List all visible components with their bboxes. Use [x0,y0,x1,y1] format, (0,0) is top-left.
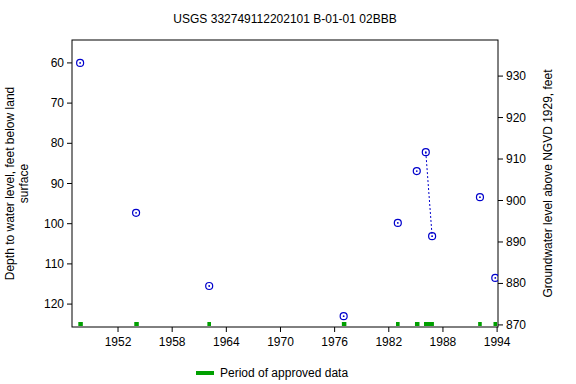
chart: USGS 332749112202101 B-01-01 02BBB 1952 19… [0,0,576,384]
y-tick [67,103,72,104]
approved-period [134,322,139,326]
x-tick-label: 1994 [484,335,511,349]
y2-tick [498,159,503,160]
y2-tick [498,200,503,201]
marker-dot [397,222,399,224]
approved-period [342,322,347,326]
y2-tick [498,117,503,118]
x-tick [226,327,227,332]
plot-frame [72,40,498,327]
y-tick [67,223,72,224]
x-tick-label: 1976 [321,335,348,349]
approved-period [396,322,400,326]
y-tick [67,183,72,184]
legend-label: Period of approved data [220,366,348,380]
marker-ring [422,149,429,156]
series-line [426,152,432,236]
marker-dot [343,315,345,317]
plot-data [77,59,498,326]
data-point [492,274,498,281]
y-tick-label: 90 [51,177,65,191]
x-tick-label: 1958 [159,335,186,349]
approved-period [493,322,497,326]
marker-dot [208,285,210,287]
marker-dot [425,151,427,153]
x-tick [118,327,119,332]
x-tick-label: 1970 [267,335,294,349]
data-point [394,219,401,226]
y2-axis-label: Groundwater level above NGVD 1929, feet [541,69,555,298]
data-point [476,194,483,201]
y-tick-label: 80 [51,136,65,150]
approved-period [424,322,434,326]
data-point [133,209,140,216]
y-tick-label: 60 [51,56,65,70]
marker-dot [479,196,481,198]
y2-tick-label: 880 [506,276,526,290]
marker-ring [340,313,347,320]
y-axis-label: surface [17,164,31,204]
data-point [340,313,347,320]
y2-tick [498,283,503,284]
y-tick [67,304,72,305]
x-tick [280,327,281,332]
y2-tick-label: 910 [506,152,526,166]
x-tick-label: 1964 [213,335,240,349]
y-tick [67,143,72,144]
marker-ring [133,209,140,216]
y-axis-label: Depth to water level, feet below land [3,87,17,280]
y-tick [67,62,72,63]
y-tick-label: 100 [44,217,64,231]
x-tick-label: 1952 [105,335,132,349]
marker-dot [494,277,496,279]
data-point [413,168,420,175]
marker-ring [77,59,84,66]
title: USGS 332749112202101 B-01-01 02BBB [173,12,396,26]
y2-tick [498,324,503,325]
marker-dot [135,212,137,214]
y2-tick-label: 890 [506,235,526,249]
approved-period [478,322,482,326]
y2-tick [498,241,503,242]
marker-dot [79,62,81,64]
approved-period [207,322,211,326]
marker-ring [206,283,213,290]
y-tick [67,263,72,264]
y-tick-label: 110 [45,257,64,271]
data-point [206,283,213,290]
x-tick-label: 1982 [375,335,402,349]
y2-tick-label: 870 [506,318,526,332]
marker-ring [492,274,498,281]
data-point [429,233,436,240]
data-point [77,59,84,66]
y2-tick-label: 930 [506,69,526,83]
y-tick-label: 120 [44,297,64,311]
marker-ring [429,233,436,240]
marker-dot [431,235,433,237]
y-tick-label: 70 [51,96,65,110]
x-tick [334,327,335,332]
approved-period [415,322,420,326]
x-tick [442,327,443,332]
y2-tick [498,76,503,77]
marker-ring [413,168,420,175]
marker-dot [416,170,418,172]
marker-ring [394,219,401,226]
x-tick-label: 1988 [430,335,457,349]
legend-swatch [196,371,214,375]
approved-period [78,322,83,326]
x-tick [497,327,498,332]
data-point [422,149,429,156]
y2-tick-label: 900 [506,194,526,208]
y2-tick-label: 920 [506,111,526,125]
marker-ring [476,194,483,201]
x-tick [172,327,173,332]
x-tick [388,327,389,332]
